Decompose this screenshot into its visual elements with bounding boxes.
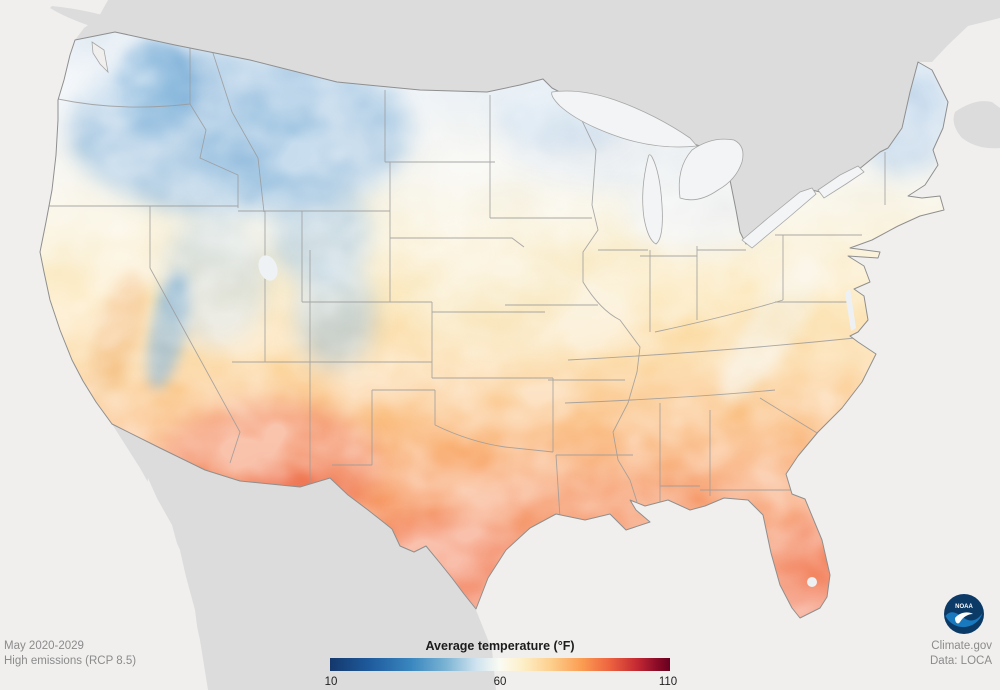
colorbar xyxy=(330,658,670,671)
colorbar-tick-min: 10 xyxy=(324,676,338,688)
map-caption-left: May 2020-2029 High emissions (RCP 8.5) xyxy=(4,639,136,669)
canada-landmass xyxy=(50,0,1000,244)
great-lakes xyxy=(91,41,865,587)
noaa-logo-text: NOAA xyxy=(955,604,973,610)
map-caption-right: Climate.gov Data: LOCA xyxy=(930,639,992,669)
noaa-logo-bird-icon xyxy=(955,612,973,624)
state-borders xyxy=(45,45,886,519)
noaa-logo-wave xyxy=(945,612,983,628)
colorbar-title: Average temperature (°F) xyxy=(425,639,575,653)
climate-gov-label: Climate.gov xyxy=(931,640,992,652)
chesapeake-bay xyxy=(845,288,856,331)
lake-okeechobee xyxy=(807,577,817,587)
data-source-label: Data: LOCA xyxy=(930,654,992,667)
colorbar-ticks: 10 60 110 xyxy=(0,676,1000,690)
mexico-landmass xyxy=(112,424,496,690)
colorbar-tick-mid: 60 xyxy=(493,676,507,688)
us-outline xyxy=(39,31,949,619)
scenario-label: High emissions (RCP 8.5) xyxy=(4,654,137,667)
puget-sound xyxy=(91,41,109,74)
noaa-logo: NOAA xyxy=(944,594,984,634)
lake-huron xyxy=(678,138,744,201)
period-label: May 2020-2029 xyxy=(4,640,84,652)
lake-superior xyxy=(551,90,698,148)
gulf-of-california xyxy=(146,478,208,690)
colorbar-tick-max: 110 xyxy=(658,676,678,688)
vancouver-island xyxy=(50,6,162,40)
lake-michigan xyxy=(642,154,663,245)
nova-scotia xyxy=(953,101,1000,149)
lake-ontario xyxy=(817,165,865,199)
great-salt-lake xyxy=(258,255,278,281)
lake-erie xyxy=(741,187,817,249)
